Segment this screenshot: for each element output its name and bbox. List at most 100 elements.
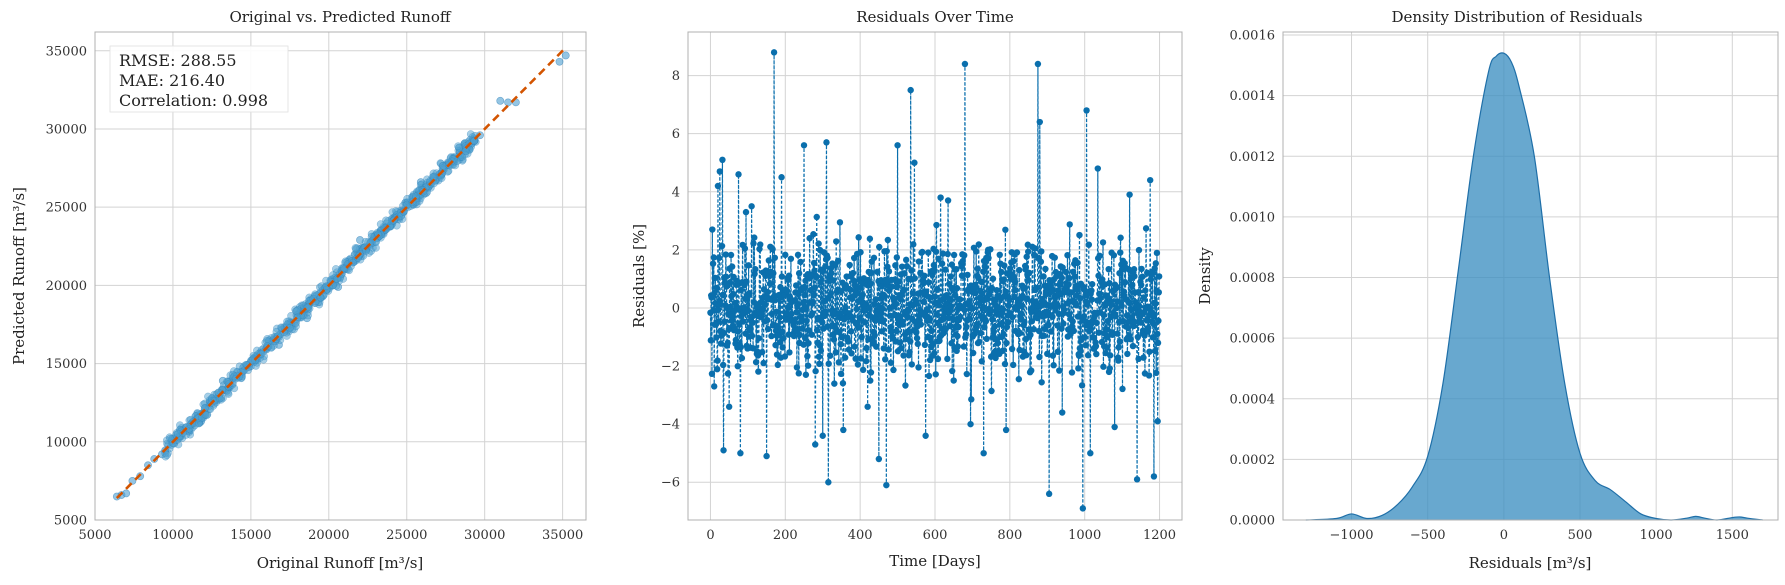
residual-point	[815, 240, 822, 247]
residual-point	[1095, 329, 1103, 336]
residual-point	[769, 245, 776, 253]
residual-point	[896, 339, 904, 346]
scatter-point	[339, 264, 348, 273]
residual-point	[713, 284, 721, 292]
residual-point	[745, 307, 752, 315]
residual-point	[1055, 310, 1063, 318]
residual-point	[926, 294, 933, 301]
residual-point	[838, 287, 845, 295]
scatter-point	[351, 244, 360, 252]
scatter-point	[283, 317, 291, 326]
residual-point	[962, 330, 970, 338]
residual-point	[1118, 302, 1125, 309]
residual-point	[1155, 317, 1162, 324]
residual-point	[1030, 326, 1038, 333]
residual-point	[927, 334, 934, 342]
plot-area	[1305, 52, 1763, 521]
residual-point	[952, 292, 959, 299]
x-tick-label: 1500	[1716, 528, 1749, 543]
residual-point	[1113, 304, 1120, 312]
residual-point	[712, 274, 719, 282]
residual-point	[1150, 320, 1157, 328]
residual-point	[790, 332, 798, 340]
residual-point	[1152, 369, 1160, 377]
residual-point	[1064, 251, 1071, 259]
residual-point	[805, 339, 812, 347]
residual-point	[883, 247, 890, 255]
residual-point	[1001, 360, 1009, 368]
residual-point	[853, 290, 860, 297]
residual-point	[935, 255, 942, 263]
residual-point	[822, 263, 829, 270]
x-tick-label: 500	[1568, 528, 1593, 543]
residual-point	[963, 323, 970, 331]
residual-point	[724, 370, 732, 377]
residual-point	[932, 371, 939, 378]
residual-point	[809, 310, 816, 317]
residual-point	[710, 307, 717, 314]
residual-point	[939, 250, 947, 257]
axes-frame	[94, 31, 587, 521]
residual-point	[847, 286, 854, 293]
residual-point	[785, 272, 793, 279]
residual-point	[898, 344, 905, 352]
residual-point	[707, 337, 715, 344]
residual-point	[812, 441, 819, 448]
tick-labels: −1000 −500 0 500 1000 1500 0.0000 0.0002 0.0004 0…	[1230, 29, 1749, 543]
residual-point	[768, 332, 775, 340]
residual-point	[1103, 326, 1111, 333]
residual-point	[720, 447, 727, 454]
residual-point	[1105, 265, 1112, 273]
residual-point	[857, 355, 865, 362]
y-tick-label: 5000	[54, 514, 87, 529]
residual-point	[735, 171, 742, 178]
residual-point	[1068, 369, 1076, 376]
residual-point	[1081, 334, 1088, 341]
residual-point	[894, 142, 901, 149]
residual-point	[870, 254, 878, 262]
residual-point	[897, 295, 904, 303]
residual-point	[761, 300, 768, 308]
residual-point	[1124, 324, 1132, 332]
residual-point	[1088, 296, 1096, 303]
residual-point	[1140, 294, 1148, 301]
residual-point	[810, 292, 817, 299]
residual-point	[920, 298, 927, 305]
residual-point	[1135, 355, 1142, 363]
grid	[94, 32, 586, 521]
residual-point	[875, 455, 883, 463]
residual-point	[1028, 308, 1035, 315]
residual-point	[870, 338, 877, 345]
residual-point	[806, 235, 813, 242]
residual-point	[1038, 379, 1045, 386]
residual-point	[1146, 176, 1154, 184]
residual-point	[926, 316, 933, 323]
residual-point	[975, 241, 982, 248]
residual-point	[1021, 318, 1028, 326]
residual-point	[1138, 281, 1145, 289]
residual-point	[1007, 265, 1014, 272]
residual-point	[973, 321, 981, 328]
residual-point	[947, 273, 954, 280]
residual-point	[876, 243, 883, 251]
residual-point	[1151, 265, 1158, 272]
residual-point	[1139, 273, 1146, 280]
x-tick-label: −1000	[1330, 528, 1374, 543]
residual-point	[792, 282, 800, 289]
residual-point	[727, 251, 735, 259]
residual-point	[813, 273, 820, 281]
scatter-point	[504, 98, 512, 107]
residual-point	[751, 234, 758, 241]
residual-point	[1062, 268, 1070, 276]
residual-point	[1154, 339, 1162, 347]
residual-point	[1016, 329, 1024, 337]
residual-point	[924, 306, 931, 313]
residual-point	[813, 213, 820, 221]
residual-point	[741, 245, 749, 252]
scatter-point	[201, 410, 210, 419]
y-tick-label: 25000	[46, 201, 87, 216]
residual-point	[934, 285, 941, 293]
residual-point	[786, 349, 793, 356]
residual-point	[1108, 300, 1115, 308]
residual-point	[885, 268, 893, 275]
